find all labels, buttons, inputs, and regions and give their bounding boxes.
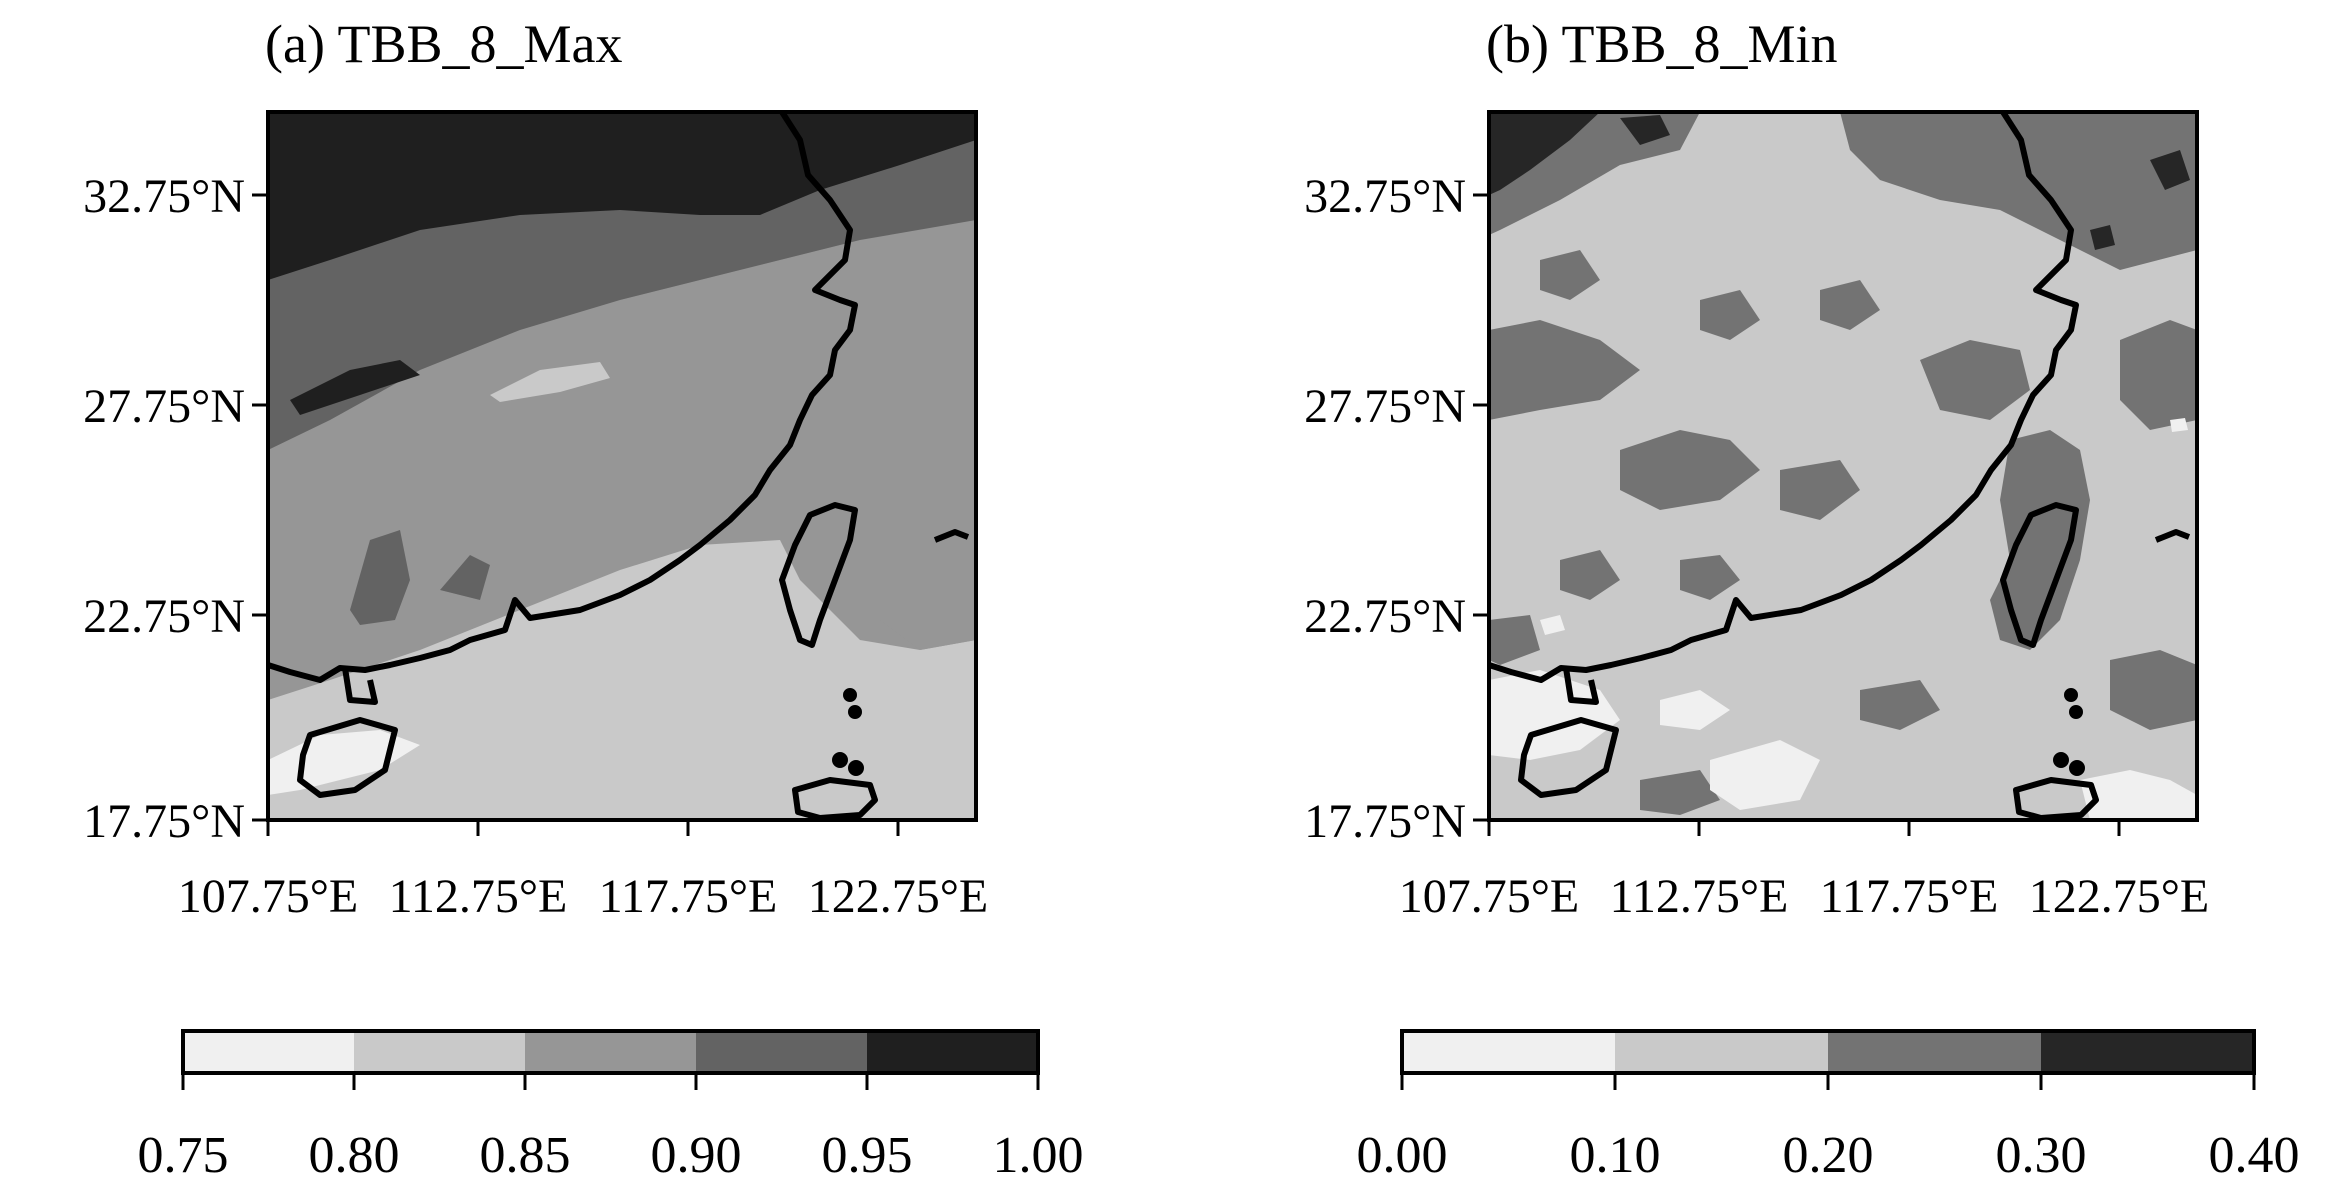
panel-a-lon-tick: 107.75°E [178, 870, 359, 923]
map-a-streak [290, 360, 420, 415]
colorbar-b-tick: 0.10 [1570, 1127, 1661, 1184]
panel-a-tick-marks [252, 193, 900, 836]
colorbar-a-tick: 0.95 [822, 1127, 913, 1184]
colorbar-b-bin [1828, 1031, 2041, 1073]
map-a-sea-patch [880, 530, 976, 650]
panel-b-tick-marks [1473, 193, 2121, 836]
panel-a-map [268, 112, 976, 820]
panel-b: (b) TBB_8_Min [1304, 14, 2299, 1184]
panel-b-lat-tick: 22.75°N [1304, 590, 1466, 643]
colorbar-a-bin [183, 1031, 354, 1073]
colorbar-a-bin [696, 1031, 867, 1073]
panel-b-lat-tick: 27.75°N [1304, 380, 1466, 433]
colorbar-a-tick: 0.75 [138, 1127, 229, 1184]
colorbar-a-tick: 0.90 [651, 1127, 742, 1184]
panel-b-colorbar: 0.00 0.10 0.20 0.30 0.40 [1357, 1029, 2300, 1184]
panel-b-lon-tick: 107.75°E [1399, 870, 1580, 923]
colorbar-b-bin [2041, 1031, 2254, 1073]
panel-b-lat-tick: 32.75°N [1304, 170, 1466, 223]
panel-b-map [1489, 112, 2197, 820]
panel-a-coastline [268, 112, 970, 820]
colorbar-b-tick: 0.00 [1357, 1127, 1448, 1184]
panel-b-lon-tick: 122.75°E [2029, 870, 2210, 923]
panel-a: (a) TBB_8_Max [83, 14, 1083, 1184]
panel-b-title: (b) TBB_8_Min [1486, 14, 1838, 74]
panel-a-lon-tick: 122.75°E [808, 870, 989, 923]
map-a-region-095 [268, 112, 976, 280]
colorbar-a-bin [354, 1031, 525, 1073]
colorbar-a-bin [525, 1031, 696, 1073]
colorbar-b-bin [1615, 1031, 1828, 1073]
colorbar-a-tick: 0.80 [309, 1127, 400, 1184]
colorbar-b-tick: 0.30 [1996, 1127, 2087, 1184]
panel-b-lon-tick: 117.75°E [1820, 870, 1999, 923]
map-a-patch [490, 362, 610, 402]
panel-b-frame [1487, 110, 2199, 822]
map-a-blob2 [440, 555, 490, 600]
panel-b-lat-tick: 17.75°N [1304, 795, 1466, 848]
panel-a-colorbar: 0.75 0.80 0.85 0.90 0.95 1.00 [138, 1029, 1084, 1184]
colorbar-b-tick: 0.40 [2209, 1127, 2300, 1184]
colorbar-a-tick: 1.00 [993, 1127, 1084, 1184]
colorbar-a-bin [867, 1031, 1038, 1073]
colorbar-b-bin [1402, 1031, 1615, 1073]
panel-a-frame [266, 110, 978, 822]
colorbar-b-tick: 0.20 [1783, 1127, 1874, 1184]
panel-a-title: (a) TBB_8_Max [265, 14, 622, 74]
panel-a-lat-tick: 32.75°N [83, 170, 245, 223]
panel-b-coastline [1489, 112, 2191, 820]
map-a-blob1 [350, 530, 410, 625]
panel-a-lon-tick: 112.75°E [389, 870, 568, 923]
panel-a-lon-tick: 117.75°E [599, 870, 778, 923]
panel-a-lat-tick: 22.75°N [83, 590, 245, 643]
panel-a-lat-tick: 27.75°N [83, 380, 245, 433]
panel-b-lon-tick: 112.75°E [1610, 870, 1789, 923]
map-a-region-080 [268, 540, 976, 820]
colorbar-a-tick: 0.85 [480, 1127, 571, 1184]
panel-a-lat-tick: 17.75°N [83, 795, 245, 848]
